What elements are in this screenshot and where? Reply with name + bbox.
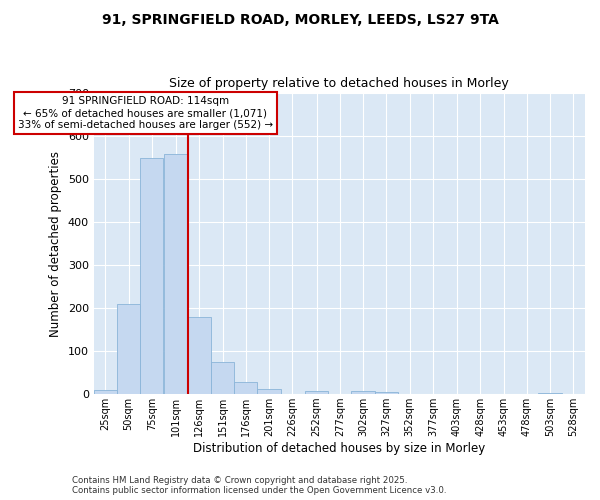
Bar <box>117 304 140 394</box>
Bar <box>164 154 188 394</box>
Bar <box>140 158 163 394</box>
Bar <box>94 390 117 394</box>
Bar <box>352 390 375 394</box>
Bar <box>538 393 562 394</box>
Bar <box>375 392 398 394</box>
Title: Size of property relative to detached houses in Morley: Size of property relative to detached ho… <box>169 76 509 90</box>
Bar <box>211 362 234 394</box>
Bar <box>234 382 257 394</box>
Bar <box>188 317 211 394</box>
Text: 91 SPRINGFIELD ROAD: 114sqm
← 65% of detached houses are smaller (1,071)
33% of : 91 SPRINGFIELD ROAD: 114sqm ← 65% of det… <box>18 96 273 130</box>
X-axis label: Distribution of detached houses by size in Morley: Distribution of detached houses by size … <box>193 442 485 455</box>
Text: Contains HM Land Registry data © Crown copyright and database right 2025.
Contai: Contains HM Land Registry data © Crown c… <box>72 476 446 495</box>
Bar <box>305 390 328 394</box>
Bar <box>257 389 281 394</box>
Y-axis label: Number of detached properties: Number of detached properties <box>49 151 62 337</box>
Text: 91, SPRINGFIELD ROAD, MORLEY, LEEDS, LS27 9TA: 91, SPRINGFIELD ROAD, MORLEY, LEEDS, LS2… <box>101 12 499 26</box>
